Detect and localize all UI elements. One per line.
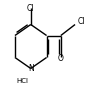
Text: O: O bbox=[58, 54, 64, 63]
Text: Cl: Cl bbox=[77, 17, 85, 26]
Text: N: N bbox=[28, 64, 34, 73]
Text: HCl: HCl bbox=[17, 78, 29, 84]
Text: Cl: Cl bbox=[27, 4, 34, 13]
